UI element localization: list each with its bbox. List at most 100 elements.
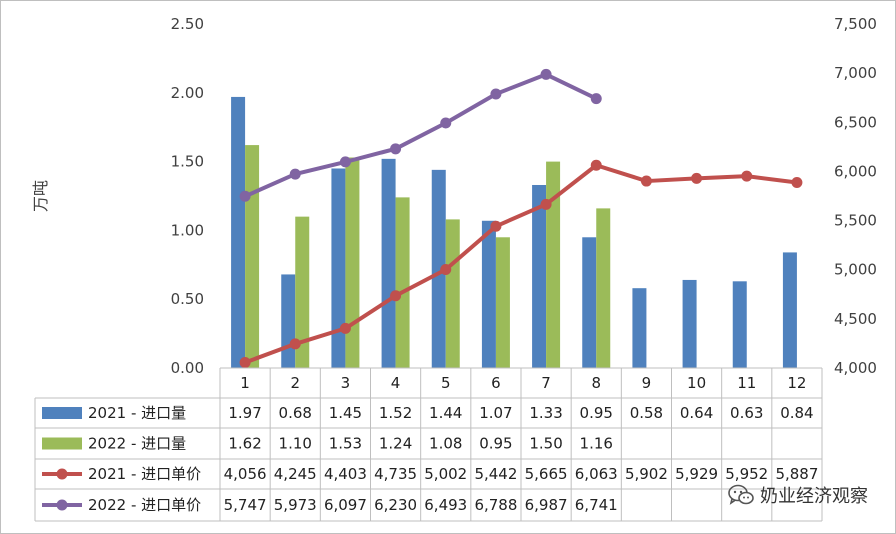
bar [732, 281, 747, 368]
data-label: 4,056 [224, 465, 267, 483]
y2-tick-label: 5,000 [834, 261, 877, 279]
line-point [440, 264, 452, 276]
data-label: 1.53 [329, 435, 362, 453]
legend-key [56, 499, 68, 511]
data-label: 0.95 [479, 435, 512, 453]
watermark: 奶业经济观察 [728, 482, 868, 508]
data-label: 1.97 [228, 404, 261, 422]
data-label: 5,902 [625, 465, 668, 483]
y2-tick-label: 4,500 [834, 310, 877, 328]
bar [495, 237, 510, 368]
y2-tick-label: 6,500 [834, 113, 877, 131]
line-point [289, 338, 301, 350]
data-label: 6,097 [324, 496, 367, 514]
bar [596, 208, 611, 368]
data-label: 0.68 [279, 404, 312, 422]
data-label: 0.84 [780, 404, 813, 422]
data-label: 5,665 [525, 465, 568, 483]
legend-key [56, 468, 68, 480]
data-label: 1.52 [379, 404, 412, 422]
x-tick-label: 4 [391, 374, 401, 392]
y2-tick-label: 5,500 [834, 212, 877, 230]
bar [782, 252, 797, 368]
legend-label: 2021 - 进口量 [88, 404, 186, 422]
data-label: 0.58 [630, 404, 663, 422]
line-point [590, 159, 602, 171]
line-point [289, 168, 301, 180]
y-axis-label: 万吨 [31, 180, 50, 212]
data-label: 4,735 [374, 465, 417, 483]
data-label: 0.95 [580, 404, 613, 422]
line-point [490, 88, 502, 100]
line-point [339, 322, 351, 334]
x-tick-label: 2 [290, 374, 300, 392]
line-point [791, 177, 803, 189]
x-tick-label: 3 [341, 374, 351, 392]
data-label: 1.33 [529, 404, 562, 422]
x-tick-label: 8 [591, 374, 601, 392]
line-point [440, 117, 452, 129]
data-label: 1.62 [228, 435, 261, 453]
x-tick-label: 6 [491, 374, 501, 392]
data-label: 1.10 [279, 435, 312, 453]
y-tick-label: 0.50 [171, 290, 204, 308]
data-label: 4,403 [324, 465, 367, 483]
bar [445, 219, 460, 368]
y2-tick-label: 7,000 [834, 64, 877, 82]
bar [431, 169, 446, 368]
line-point [239, 190, 251, 202]
line-point [540, 68, 552, 80]
watermark-text: 奶业经济观察 [760, 486, 868, 507]
bar [281, 274, 296, 368]
data-label: 6,063 [575, 465, 618, 483]
y-tick-label: 1.50 [171, 153, 204, 171]
data-label: 6,788 [474, 496, 517, 514]
line-point [339, 156, 351, 168]
data-label: 5,442 [474, 465, 517, 483]
data-label: 6,987 [525, 496, 568, 514]
data-label: 1.16 [580, 435, 613, 453]
x-tick-label: 9 [642, 374, 652, 392]
bar [395, 197, 410, 368]
bar [231, 96, 246, 368]
bar [245, 145, 260, 368]
x-tick-label: 12 [787, 374, 806, 392]
legend-label: 2022 - 进口量 [88, 435, 186, 453]
data-label: 5,887 [775, 465, 818, 483]
x-tick-label: 1 [240, 374, 250, 392]
line-point [590, 93, 602, 105]
line-point [640, 175, 652, 187]
x-tick-label: 10 [687, 374, 706, 392]
line-point [741, 170, 753, 182]
y2-tick-label: 6,000 [834, 162, 877, 180]
legend-key [42, 437, 82, 450]
data-label: 1.50 [529, 435, 562, 453]
bar [295, 216, 310, 368]
data-label: 5,952 [725, 465, 768, 483]
line-point [239, 356, 251, 368]
x-tick-label: 11 [737, 374, 756, 392]
data-label: 0.63 [730, 404, 763, 422]
y-tick-label: 0.00 [171, 359, 204, 377]
data-label: 6,493 [424, 496, 467, 514]
line-point [390, 143, 402, 155]
bar [331, 168, 346, 368]
legend-label: 2022 - 进口单价 [88, 496, 201, 514]
data-label: 1.45 [329, 404, 362, 422]
y-tick-label: 2.00 [171, 84, 204, 102]
line-point [691, 172, 703, 184]
bar [532, 184, 547, 368]
y2-tick-label: 4,000 [834, 359, 877, 377]
series-line [244, 72, 598, 199]
x-tick-label: 7 [541, 374, 551, 392]
data-label: 1.24 [379, 435, 412, 453]
data-label: 5,929 [675, 465, 718, 483]
y-tick-label: 1.00 [171, 221, 204, 239]
data-label: 6,230 [374, 496, 417, 514]
bar [632, 288, 647, 368]
bar [481, 220, 496, 368]
y2-tick-label: 7,500 [834, 15, 877, 33]
legend-key [42, 407, 82, 419]
wechat-icon [728, 484, 754, 505]
